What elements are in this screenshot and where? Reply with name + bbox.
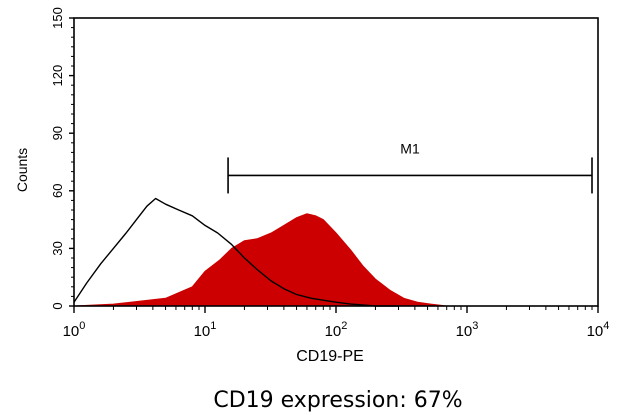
- x-tick-label: 104: [587, 320, 610, 340]
- x-tick-label: 103: [456, 320, 479, 340]
- x-tick-label: 102: [325, 320, 348, 340]
- series-0-filled-area: [73, 213, 467, 307]
- x-axis-ticks: 100 101 102 103 104: [63, 306, 610, 340]
- m1-marker: M1: [227, 140, 593, 194]
- x-tick-label: 100: [63, 320, 86, 340]
- m1-label: M1: [400, 140, 420, 156]
- y-axis-ticks: 0 30 60 90 120 150: [50, 7, 74, 310]
- series-layer: [73, 197, 467, 307]
- y-tick-label: 30: [50, 241, 65, 255]
- series-1-outline: [73, 197, 399, 307]
- y-tick-label: 0: [50, 302, 65, 309]
- chart-caption: CD19 expression: 67%: [213, 388, 462, 413]
- x-axis-label: CD19-PE: [296, 348, 364, 365]
- y-axis-label: Counts: [14, 148, 30, 192]
- y-tick-label: 150: [50, 7, 65, 29]
- y-tick-label: 90: [50, 126, 65, 140]
- y-tick-label: 120: [50, 65, 65, 87]
- x-tick-label: 101: [194, 320, 217, 340]
- y-tick-label: 60: [50, 184, 65, 198]
